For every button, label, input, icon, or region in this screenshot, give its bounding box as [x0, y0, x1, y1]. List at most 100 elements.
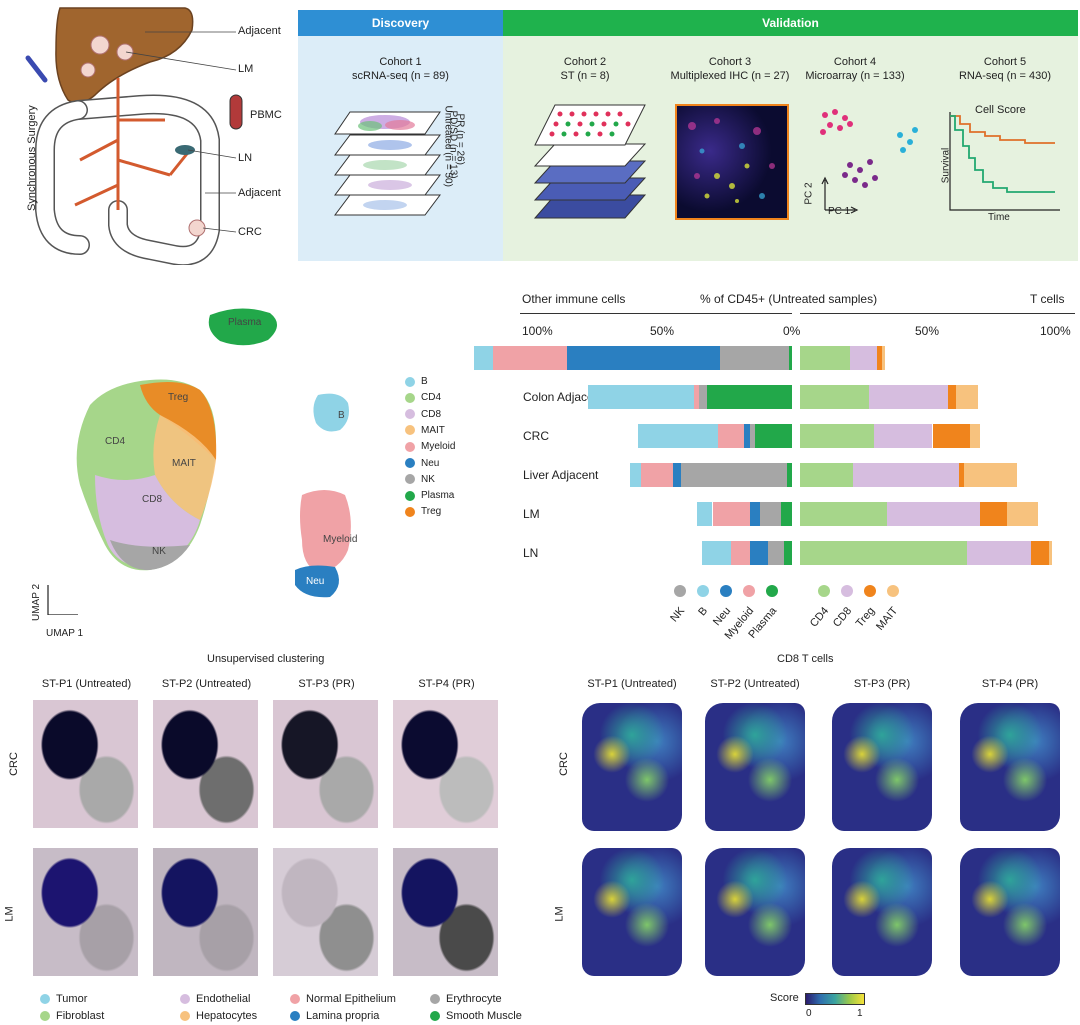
validation-header [503, 10, 1078, 36]
legend-label: CD4 [421, 392, 442, 404]
bar-segment-treg [980, 502, 1007, 526]
legend-swatch [290, 994, 300, 1004]
cohort1-stack [334, 111, 441, 216]
legend-swatch [405, 458, 415, 468]
bar-legend-swatch [674, 585, 686, 597]
cohort2-title: Cohort 2 [563, 56, 607, 68]
bar-segment-b [474, 346, 493, 370]
cd8-col-label: ST-P1 (Untreated) [587, 678, 677, 690]
legend-swatch [430, 1011, 440, 1021]
bar-segment-treg [959, 463, 965, 487]
legend-label: Smooth Muscle [446, 1010, 522, 1022]
bar-segment-cd4 [800, 463, 853, 487]
bar-segment-cd8 [850, 346, 877, 370]
bar-segment-myeloid [731, 541, 750, 565]
legend-swatch [405, 376, 415, 387]
cd8-tissue-panel [582, 703, 682, 831]
umap-legend-item: Treg [405, 506, 441, 517]
legend-label: Fibroblast [56, 1010, 105, 1022]
bar-legend-swatch [841, 585, 853, 597]
bar-segment-cd4 [800, 424, 875, 448]
umap-axis-x: UMAP 1 [46, 628, 84, 639]
unsup-tissue-panel [393, 700, 498, 828]
anatomy-label-crc: CRC [238, 226, 262, 238]
cd8-tissue-panel [832, 703, 932, 831]
bar-segment-myeloid [693, 385, 700, 409]
bar-title: % of CD45+ (Untreated samples) [700, 292, 878, 306]
bar-segment-treg [948, 385, 957, 409]
bar-segment-cd8 [874, 424, 933, 448]
bar-category-label: Colon Adjacent [523, 390, 604, 404]
bar-segment-nk [720, 346, 790, 370]
umap-label-neu: Neu [306, 576, 325, 587]
cd8-col-label: ST-P4 (PR) [981, 678, 1039, 690]
cd8-row-label: LM [553, 906, 566, 922]
bar-left-axis-line [520, 313, 792, 314]
bar-segment-b [630, 463, 641, 487]
unsup-tissue-panel [33, 700, 138, 828]
umap-label-myeloid: Myeloid [323, 534, 358, 545]
bar-right-axis-line [800, 313, 1075, 314]
bar-tick-zero: 0% [783, 324, 801, 338]
bar-legend-swatch [743, 585, 755, 597]
umap-label-mait: MAIT [172, 458, 196, 469]
unsup-tissue-panel [153, 700, 258, 828]
legend-label: Neu [421, 457, 440, 469]
cd8-tissue-panel [705, 703, 805, 831]
legend-label: B [421, 376, 428, 387]
bar-segment-cd4 [800, 502, 888, 526]
umap-legend-item: MAIT [405, 425, 445, 436]
cohort5-xlabel: Time [988, 212, 1010, 223]
bar-segment-plasma [781, 502, 792, 526]
bar-tick-right-100: 100% [1040, 324, 1071, 338]
bar-segment-nk [760, 502, 782, 526]
cohort4-pca [820, 109, 918, 214]
bar-legend-swatch [887, 585, 899, 597]
legend-label: Erythrocyte [446, 993, 502, 1005]
bar-left-label: Other immune cells [522, 292, 626, 306]
cohort5-ylabel: Survival [940, 147, 952, 184]
cohort5-cell-score-title: Cell Score [975, 104, 1026, 116]
bar-segment-b [587, 385, 694, 409]
unsup-tissue-panel [33, 848, 138, 976]
bar-segment-b [701, 541, 732, 565]
unsup-tissue-panel [153, 848, 258, 976]
bar-segment-plasma [786, 463, 792, 487]
cd8-tissue-panel [582, 848, 682, 976]
cohort1-sub: scRNA-seq (n = 89) [352, 70, 449, 82]
umap-legend-item: Myeloid [405, 441, 455, 452]
bar-segment-plasma [789, 346, 792, 370]
bar-segment-nk [768, 541, 785, 565]
legend-swatch [405, 441, 415, 452]
bar-segment-plasma [784, 541, 792, 565]
anatomy-label-adjacent-colon: Adjacent [238, 187, 281, 199]
cohort3-title: Cohort 3 [708, 56, 752, 68]
legend-swatch [405, 392, 415, 403]
cohort3-sub: Multiplexed IHC (n = 27) [670, 70, 790, 82]
cohort5-survival-plot [949, 112, 1060, 211]
cd8-tissue-panel [960, 703, 1060, 831]
umap-label-plasma: Plasma [228, 317, 262, 328]
pbmc-tube [229, 94, 243, 130]
bar-segment-neu [744, 424, 750, 448]
bar-segment-treg [932, 424, 970, 448]
umap-axis-y: UMAP 2 [31, 583, 43, 622]
legend-swatch [290, 1011, 300, 1021]
score-colorbar [805, 993, 865, 1005]
umap-legend-item: NK [405, 474, 435, 485]
synchronous-surgery-label: Synchronous Surgery [26, 105, 38, 211]
bar-segment-mait [1006, 502, 1039, 526]
bar-segment-cd4 [800, 346, 851, 370]
legend-label: Normal Epithelium [306, 993, 396, 1005]
legend-label: MAIT [421, 424, 445, 436]
legend-label: Treg [421, 506, 442, 518]
unsup-col-label: ST-P3 (PR) [298, 678, 355, 690]
unsup-legend-item: Smooth Muscle [430, 1010, 522, 1022]
bar-segment-mait [964, 463, 1018, 487]
bar-segment-neu [749, 502, 761, 526]
unsup-col-label: ST-P1 (Untreated) [41, 678, 132, 690]
bar-segment-nk [749, 424, 755, 448]
cd8-row-label: CRC [557, 752, 570, 776]
unsup-tissue-panel [273, 700, 378, 828]
bar-right-label: T cells [1030, 292, 1065, 306]
